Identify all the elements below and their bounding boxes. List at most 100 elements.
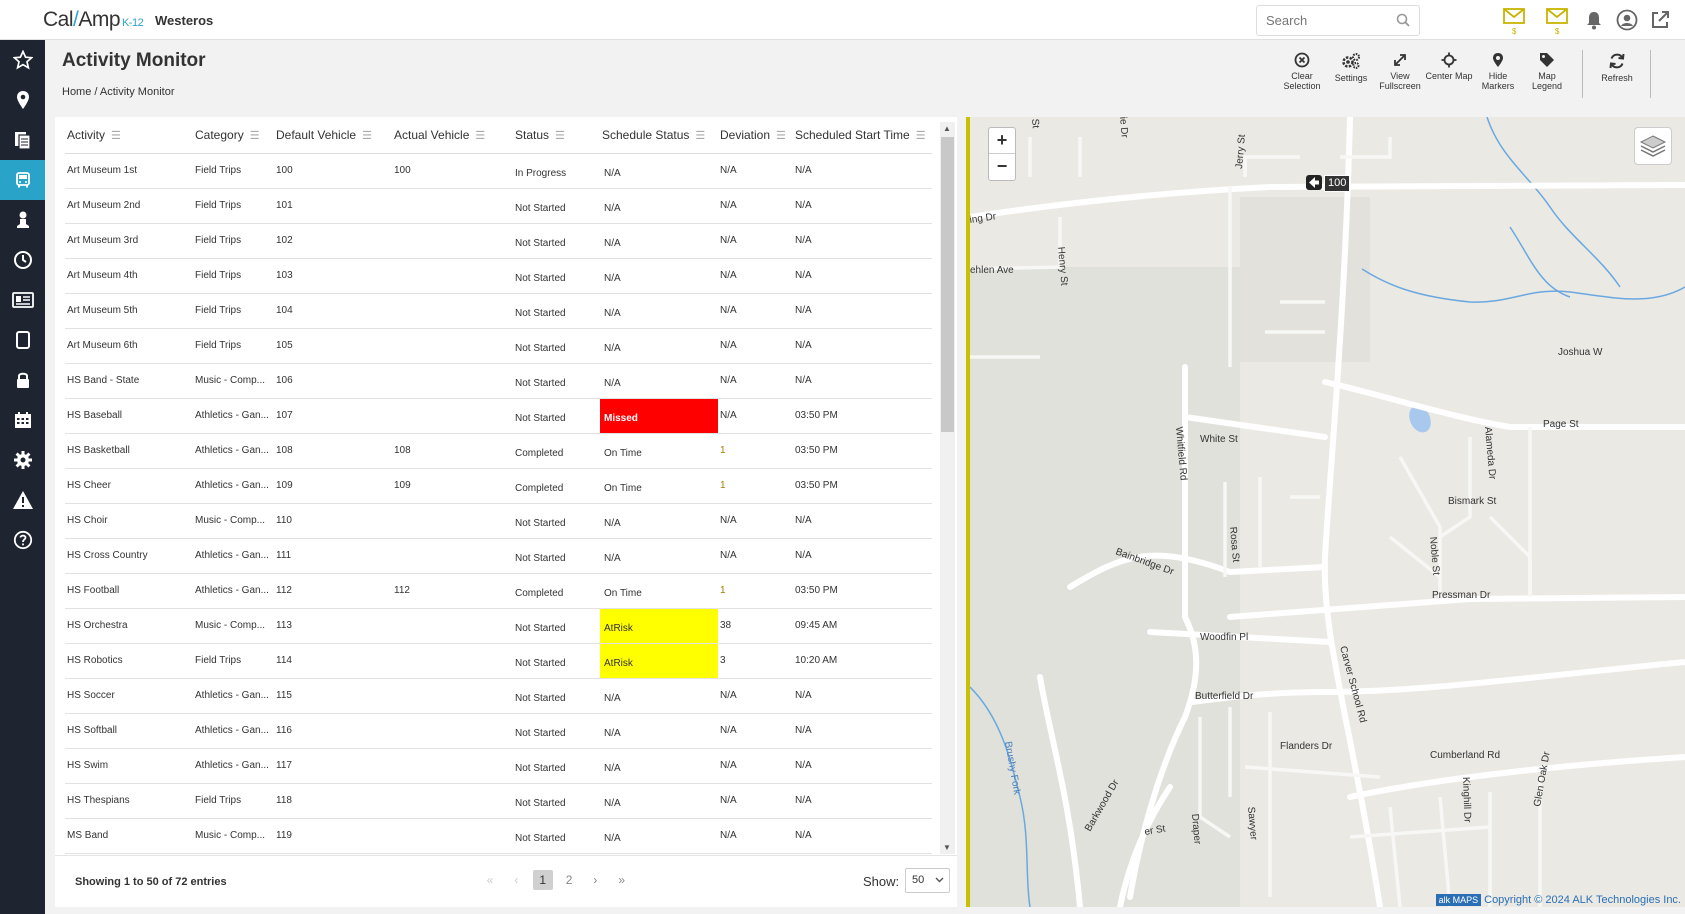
column-header-schedule-status[interactable]: Schedule Status ☰ [600,117,718,154]
sidebar-item-favorites[interactable] [0,40,45,80]
table-row[interactable]: HS Soccer Athletics - Gan... 115 Not Starte… [65,678,932,714]
cell-actual-vehicle [392,538,513,574]
breadcrumb[interactable]: Home / Activity Monitor [62,86,175,98]
sidebar-item-history[interactable] [0,240,45,280]
cell-schedule-status: AtRisk [600,643,718,679]
column-menu-icon[interactable]: ☰ [249,129,260,142]
column-header-category[interactable]: Category ☰ [193,117,274,154]
sidebar-item-devices[interactable] [0,320,45,360]
search-box[interactable] [1256,5,1420,36]
sidebar-item-security[interactable] [0,360,45,400]
column-header-default-vehicle[interactable]: Default Vehicle ☰ [274,117,392,154]
next-page-icon[interactable]: › [593,873,598,887]
search-icon[interactable] [1396,13,1410,32]
page-1-button[interactable]: 1 [532,870,553,890]
cell-category: Athletics - Gan... [193,748,274,784]
table-row[interactable]: HS Band - State Music - Comp... 106 Not Sta… [65,363,932,399]
center-map-button[interactable]: Center Map [1424,52,1474,81]
table-row[interactable]: HS Cheer Athletics - Gan... 109 109 Complete… [65,468,932,504]
scroll-down-icon[interactable]: ▼ [943,843,951,852]
table-row[interactable]: HS Robotics Field Trips 114 Not Started AtRi… [65,643,932,679]
external-link-icon[interactable] [1649,9,1673,33]
bell-icon[interactable] [1584,10,1608,34]
table-row[interactable]: Art Museum 1st Field Trips 100 100 In Progre… [65,153,932,189]
table-row[interactable]: MS Band Music - Comp... 119 Not Started N/A N… [65,818,932,854]
column-menu-icon[interactable]: ☰ [695,129,706,142]
last-page-icon[interactable]: » [618,873,626,887]
sidebar-item-contacts[interactable] [0,280,45,320]
hide-markers-button[interactable]: Hide Markers [1473,52,1523,91]
user-avatar-icon[interactable] [1616,9,1640,33]
cell-activity: HS Swim [65,748,193,784]
table-row[interactable]: Art Museum 4th Field Trips 103 Not Started N… [65,258,932,294]
vehicle-marker[interactable]: 100 [1306,175,1351,192]
table-row[interactable]: HS Choir Music - Comp... 110 Not Started N/A… [65,503,932,539]
column-menu-icon[interactable]: ☰ [776,129,786,142]
page-2-button[interactable]: 2 [565,873,573,887]
map-canvas[interactable]: Jerry St Henry St ing Dr ehlen Ave White… [970,117,1685,907]
messages-icon[interactable]: $ [1503,8,1527,36]
cell-category: Field Trips [193,223,274,259]
sidebar-item-activity-monitor[interactable] [0,160,45,200]
alk-maps-text: MAPS [1452,895,1479,905]
zoom-in-button[interactable]: + [989,128,1015,154]
first-page-icon[interactable]: « [486,873,494,887]
column-header-scheduled-start-time[interactable]: Scheduled Start Time ☰ [793,117,932,154]
sidebar-item-reports[interactable] [0,120,45,160]
column-header-deviation[interactable]: Deviation ☰ [718,117,793,154]
cell-deviation: N/A [718,818,793,854]
table-row[interactable]: Art Museum 3rd Field Trips 102 Not Started N… [65,223,932,259]
sidebar-item-calendar[interactable] [0,400,45,440]
table-row[interactable]: HS Orchestra Music - Comp... 113 Not Starte… [65,608,932,644]
search-input[interactable] [1266,6,1396,35]
map-legend-button[interactable]: Map Legend [1522,52,1572,91]
cell-start-time: N/A [793,748,932,784]
column-menu-icon[interactable]: ☰ [362,129,372,142]
cell-category: Music - Comp... [193,818,274,854]
sidebar-item-alerts[interactable] [0,480,45,520]
clear-selection-button[interactable]: Clear Selection [1277,52,1327,91]
table-row[interactable]: Art Museum 5th Field Trips 104 Not Started N… [65,293,932,329]
cell-default-vehicle: 111 [274,538,392,574]
scroll-up-icon[interactable]: ▲ [943,124,951,133]
table-row[interactable]: HS Thespians Field Trips 118 Not Started N/A… [65,783,932,819]
map-view[interactable]: Jerry St Henry St ing Dr ehlen Ave White… [966,117,1685,907]
scrollbar-thumb[interactable] [941,137,954,432]
cell-default-vehicle: 102 [274,223,392,259]
field-area [1240,197,1370,362]
column-menu-icon[interactable]: ☰ [111,129,121,142]
cell-category: Field Trips [193,783,274,819]
view-fullscreen-button[interactable]: View Fullscreen [1375,52,1425,91]
prev-page-icon[interactable]: ‹ [514,873,519,887]
lock-icon [16,372,29,388]
zoom-out-button[interactable]: − [996,156,1008,176]
table-row[interactable]: Art Museum 2nd Field Trips 101 Not Started N… [65,188,932,224]
table-row[interactable]: HS Football Athletics - Gan... 112 112 Compl… [65,573,932,609]
table-row[interactable]: Art Museum 6th Field Trips 105 Not Started N… [65,328,932,364]
table-row[interactable]: HS Basketball Athletics - Gan... 108 108 Com… [65,433,932,469]
sidebar-item-help[interactable] [0,520,45,560]
calamp-logo[interactable]: Cal/Amp K-12 [43,8,144,32]
table-row[interactable]: HS Cross Country Athletics - Gan... 111 Not… [65,538,932,574]
sidebar-item-map[interactable] [0,80,45,120]
table-row[interactable]: HS Baseball Athletics - Gan... 107 Not Star… [65,398,932,434]
table-row[interactable]: HS Softball Athletics - Gan... 116 Not Star… [65,713,932,749]
column-menu-icon[interactable]: ☰ [915,129,926,142]
cell-status: Not Started [513,363,600,399]
table-row[interactable]: HS Swim Athletics - Gan... 117 Not Started N… [65,748,932,784]
refresh-button[interactable]: Refresh [1592,52,1642,83]
map-layers-button[interactable] [1634,127,1672,165]
sidebar-item-students[interactable] [0,200,45,240]
column-menu-icon[interactable]: ☰ [555,129,565,142]
grid-scrollbar[interactable]: ▲ ▼ [940,122,955,854]
column-header-activity[interactable]: Activity ☰ [65,117,193,154]
column-menu-icon[interactable]: ☰ [475,129,486,142]
sidebar-item-settings[interactable] [0,440,45,480]
clock-icon [13,251,32,269]
settings-button[interactable]: Settings [1326,52,1376,83]
alerts-mail-icon[interactable]: $ [1546,8,1570,36]
page-size-select[interactable]: 50 [905,868,950,893]
column-header-status[interactable]: Status ☰ [513,117,600,154]
messages-badge: $ [1512,27,1517,36]
column-header-actual-vehicle[interactable]: Actual Vehicle ☰ [392,117,513,154]
